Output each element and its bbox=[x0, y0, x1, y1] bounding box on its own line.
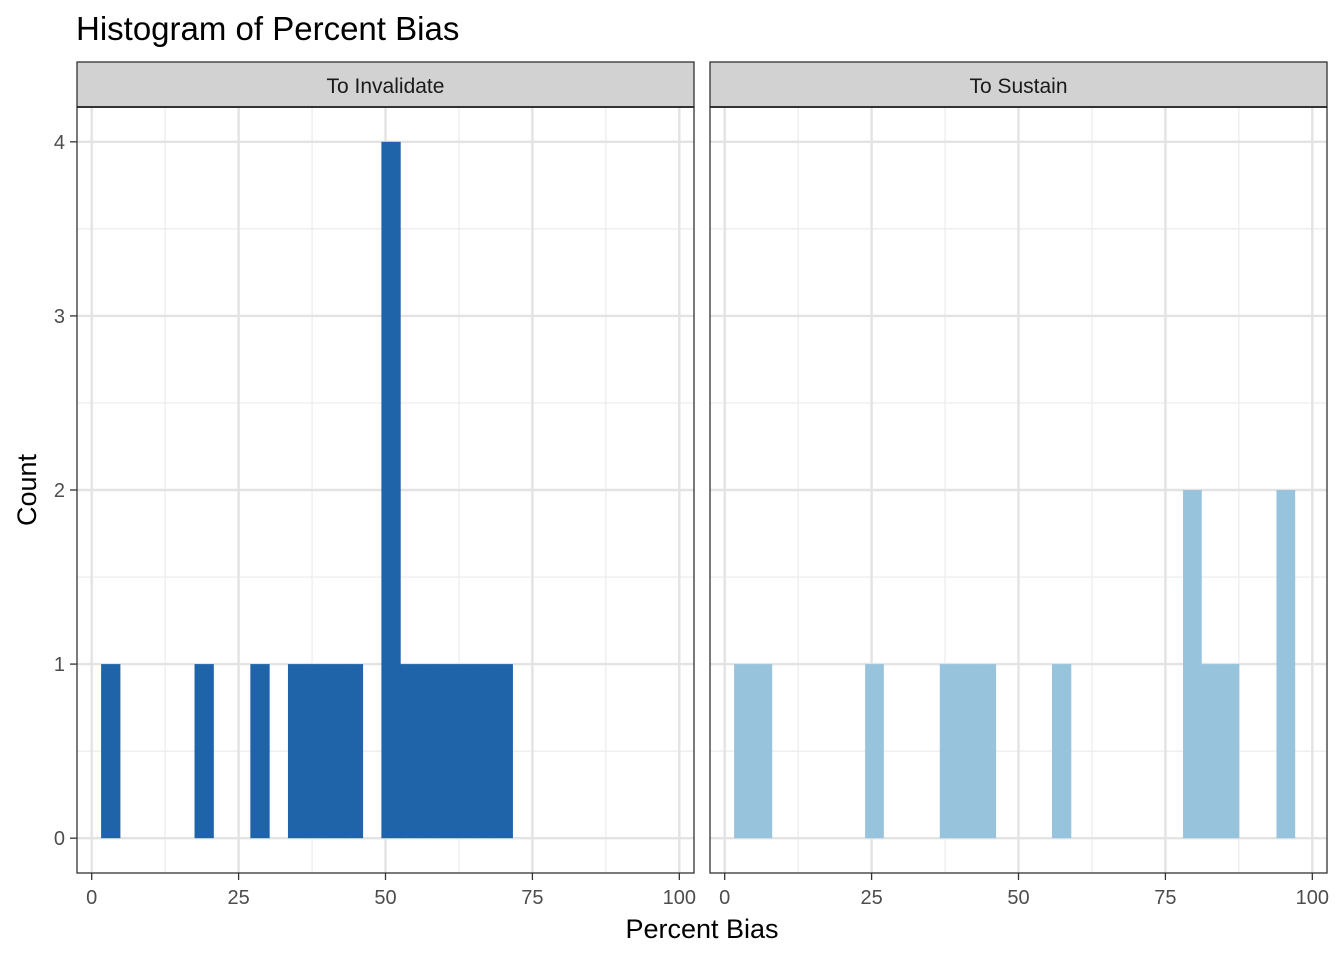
histogram-bar bbox=[437, 664, 457, 839]
panel-to-sustain: To Sustain 0 25 50 75 100 bbox=[709, 61, 1329, 909]
histogram-bar bbox=[493, 664, 513, 839]
y-axis-title: Count bbox=[12, 453, 42, 526]
y-tick-label: 2 bbox=[54, 480, 65, 502]
histogram-bar bbox=[400, 664, 420, 839]
histogram-bar bbox=[1220, 664, 1240, 839]
histogram-bar bbox=[287, 664, 308, 839]
histogram-bar bbox=[474, 664, 495, 839]
histogram-bar bbox=[325, 664, 345, 839]
histogram-bar bbox=[1276, 490, 1296, 839]
histogram-bar bbox=[1051, 664, 1072, 839]
x-tick-label: 25 bbox=[860, 887, 882, 909]
y-tick-label: 0 bbox=[54, 828, 65, 850]
histogram-bar bbox=[250, 664, 270, 839]
histogram-bar bbox=[939, 664, 960, 839]
histogram-bar bbox=[752, 664, 773, 839]
histogram-bar bbox=[194, 664, 214, 839]
x-tick-label: 75 bbox=[1154, 887, 1176, 909]
x-tick-label: 50 bbox=[1007, 887, 1029, 909]
x-tick-label: 25 bbox=[227, 887, 249, 909]
strip-background bbox=[76, 61, 695, 108]
histogram-bar bbox=[734, 664, 754, 839]
histogram-bar bbox=[344, 664, 364, 839]
histogram-bar bbox=[865, 664, 884, 839]
chart-title: Histogram of Percent Bias bbox=[76, 10, 459, 47]
x-tick-label: 75 bbox=[521, 887, 543, 909]
histogram-bar bbox=[381, 141, 401, 839]
histogram-bar bbox=[418, 664, 439, 839]
y-tick-label: 3 bbox=[54, 306, 65, 328]
y-tick-label: 1 bbox=[54, 654, 65, 676]
histogram-bar bbox=[101, 664, 121, 839]
strip-label-to-sustain: To Sustain bbox=[969, 75, 1067, 98]
facet-panels: To Invalidate 0 25 50 75 100 0 1 2 3 4 To Sustain 0 2… bbox=[54, 61, 1329, 909]
x-tick-label: 0 bbox=[86, 887, 97, 909]
x-tick-label: 0 bbox=[719, 887, 730, 909]
y-tick-label: 4 bbox=[54, 132, 65, 154]
histogram-bar bbox=[1183, 490, 1202, 839]
histogram-bar bbox=[977, 664, 997, 839]
histogram-bar bbox=[1201, 664, 1221, 839]
strip-label-to-invalidate: To Invalidate bbox=[327, 75, 445, 98]
histogram-bar bbox=[456, 664, 476, 839]
x-tick-label: 50 bbox=[374, 887, 396, 909]
panel-to-invalidate: To Invalidate 0 25 50 75 100 0 1 2 3 4 bbox=[54, 61, 696, 909]
x-axis-title: Percent Bias bbox=[625, 914, 778, 944]
x-tick-label: 100 bbox=[1296, 887, 1329, 909]
histogram-bar bbox=[306, 664, 327, 839]
x-tick-label: 100 bbox=[663, 887, 696, 909]
histogram-bar bbox=[958, 664, 978, 839]
